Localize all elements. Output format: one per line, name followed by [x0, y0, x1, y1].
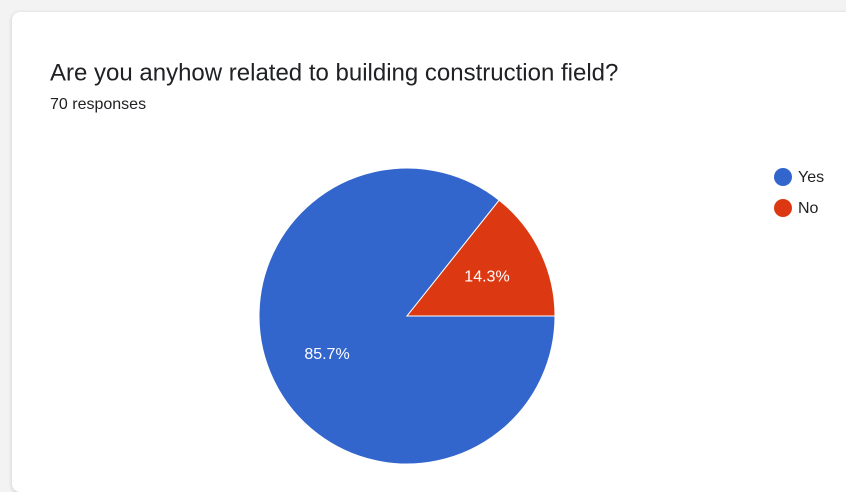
pie-slice: [405, 199, 556, 317]
chart-title: Are you anyhow related to building const…: [50, 59, 618, 86]
page: Are you anyhow related to building const…: [12, 12, 846, 492]
chart-subtitle: 70 responses: [50, 96, 146, 113]
legend-label: No: [798, 200, 819, 217]
slice-label: 85.7%: [304, 346, 349, 363]
legend-swatch: [774, 168, 792, 186]
legend-label: Yes: [798, 169, 824, 186]
legend-swatch: [774, 199, 792, 217]
chart: Are you anyhow related to building const…: [50, 59, 824, 465]
slice-label: 14.3%: [464, 269, 509, 286]
